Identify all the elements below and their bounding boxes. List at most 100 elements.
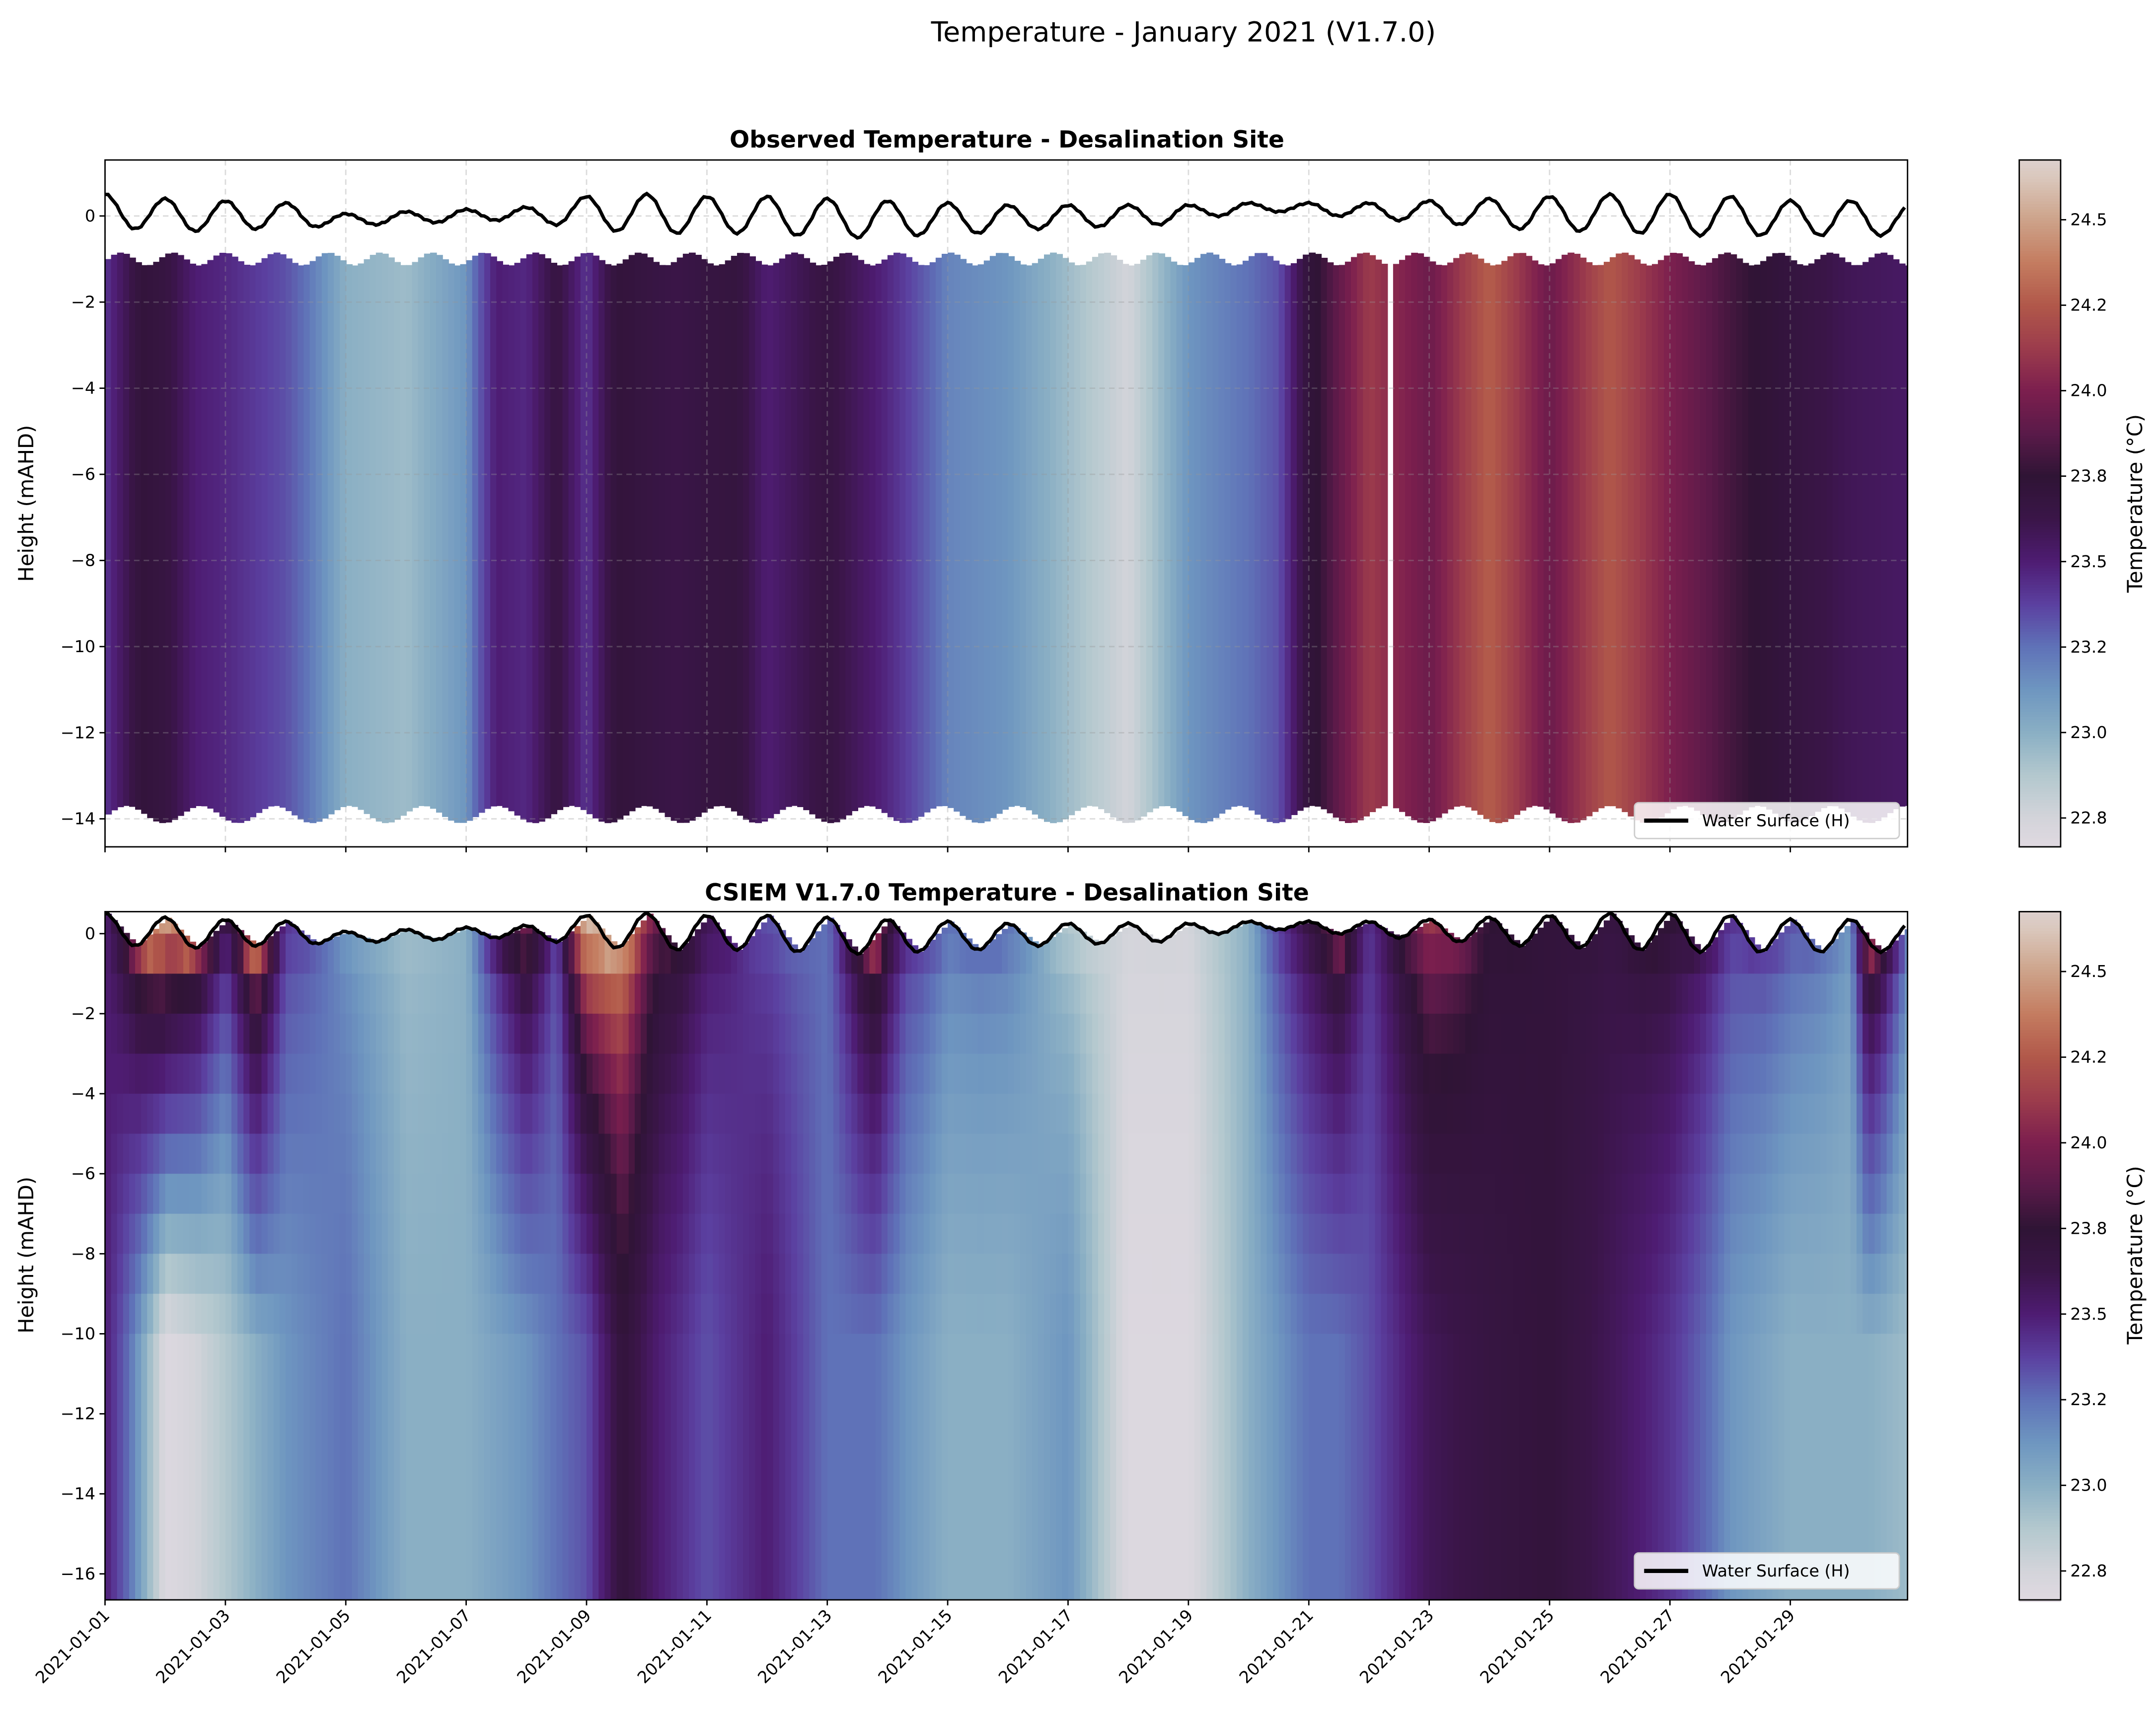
heatmap-cell xyxy=(749,1174,756,1215)
heatmap-cell xyxy=(1435,1174,1442,1215)
heatmap-cell xyxy=(375,1373,383,1415)
heatmap-cell xyxy=(496,261,503,806)
heatmap-cell xyxy=(1134,1534,1141,1575)
heatmap-cell xyxy=(165,253,172,823)
heatmap-cell xyxy=(1315,254,1322,807)
heatmap-cell xyxy=(1050,1373,1057,1415)
heatmap-cell xyxy=(105,933,112,975)
heatmap-cell xyxy=(1236,1334,1244,1375)
heatmap-cell xyxy=(665,1133,672,1175)
heatmap-cell xyxy=(321,1094,329,1135)
colorbar-segment xyxy=(2019,634,2061,638)
heatmap-cell xyxy=(749,1494,756,1535)
heatmap-cell xyxy=(333,1534,341,1575)
heatmap-cell xyxy=(1116,933,1123,975)
heatmap-cell xyxy=(1537,264,1545,807)
heatmap-cell xyxy=(707,1254,714,1295)
heatmap-cell xyxy=(1200,1334,1207,1375)
colorbar-segment xyxy=(2019,775,2061,779)
heatmap-cell xyxy=(785,1454,792,1495)
heatmap-cell xyxy=(249,1373,257,1415)
heatmap-cell xyxy=(1206,1174,1213,1215)
heatmap-cell xyxy=(532,1213,539,1255)
heatmap-cell xyxy=(213,1254,221,1295)
heatmap-cell xyxy=(941,1293,949,1335)
heatmap-cell xyxy=(1098,253,1105,810)
heatmap-cell xyxy=(1206,1254,1213,1295)
heatmap-cell xyxy=(647,1213,654,1255)
heatmap-cell xyxy=(1393,264,1400,809)
heatmap-cell xyxy=(1556,1574,1562,1600)
heatmap-cell xyxy=(207,1254,215,1295)
heatmap-cell xyxy=(111,1053,118,1095)
heatmap-cell xyxy=(381,1293,389,1335)
heatmap-cell xyxy=(1531,260,1539,806)
heatmap-cell xyxy=(135,1494,142,1535)
heatmap-cell xyxy=(593,255,599,819)
heatmap-cell xyxy=(321,1053,329,1095)
heatmap-cell xyxy=(815,931,822,935)
heatmap-cell xyxy=(1188,1534,1195,1575)
heatmap-cell xyxy=(863,1334,871,1375)
heatmap-cell xyxy=(550,1373,558,1415)
heatmap-cell xyxy=(1188,1094,1195,1135)
heatmap-cell xyxy=(1236,1133,1244,1175)
heatmap-cell xyxy=(105,1334,112,1375)
heatmap-cell xyxy=(1074,265,1081,811)
heatmap-cell xyxy=(1477,258,1485,815)
heatmap-cell xyxy=(568,261,576,806)
heatmap-cell xyxy=(135,1053,142,1095)
heatmap-cell xyxy=(1357,1174,1364,1215)
heatmap-cell xyxy=(490,1254,497,1295)
heatmap-cell xyxy=(682,1293,690,1335)
heatmap-cell xyxy=(1266,1454,1274,1495)
heatmap-cell xyxy=(562,1174,570,1215)
heatmap-cell xyxy=(983,1534,991,1575)
heatmap-cell xyxy=(1513,1454,1521,1495)
observed-colorbar: 24.524.224.023.823.523.223.022.8 xyxy=(2018,159,2107,848)
heatmap-cell xyxy=(1471,1334,1479,1375)
heatmap-cell xyxy=(966,1133,973,1175)
heatmap-cell xyxy=(917,1133,925,1175)
heatmap-cell xyxy=(1495,1373,1502,1415)
heatmap-cell xyxy=(1585,1293,1593,1335)
heatmap-cell xyxy=(538,1174,545,1215)
heatmap-cell xyxy=(785,1373,792,1415)
heatmap-cell xyxy=(899,1454,906,1495)
heatmap-cell xyxy=(586,1334,594,1375)
heatmap-cell xyxy=(207,260,215,809)
heatmap-cell xyxy=(761,1373,768,1415)
heatmap-cell xyxy=(364,1254,371,1295)
heatmap-cell xyxy=(1038,1414,1045,1455)
heatmap-cell xyxy=(273,1574,281,1600)
heatmap-cell xyxy=(1471,254,1479,811)
heatmap-cell xyxy=(327,1213,335,1255)
heatmap-cell xyxy=(520,258,527,820)
heatmap-cell xyxy=(267,1454,275,1495)
heatmap-cell xyxy=(688,1574,696,1600)
heatmap-cell xyxy=(460,264,467,823)
heatmap-cell xyxy=(1303,1013,1310,1055)
heatmap-cell xyxy=(1549,1133,1557,1175)
heatmap-cell xyxy=(653,1213,660,1255)
heatmap-cell xyxy=(737,1373,744,1415)
heatmap-cell xyxy=(1278,1373,1286,1415)
heatmap-cell xyxy=(1327,1574,1334,1600)
heatmap-cell xyxy=(803,1013,811,1055)
heatmap-cell xyxy=(1074,1094,1081,1135)
heatmap-cell xyxy=(833,1174,840,1215)
heatmap-cell xyxy=(129,1013,136,1055)
heatmap-cell xyxy=(1261,974,1268,1015)
heatmap-cell xyxy=(1062,1454,1069,1495)
heatmap-cell xyxy=(292,1574,298,1600)
heatmap-cell xyxy=(1140,1574,1147,1600)
heatmap-cell xyxy=(460,1013,467,1055)
heatmap-cell xyxy=(177,1494,184,1535)
heatmap-cell xyxy=(1351,257,1358,823)
heatmap-cell xyxy=(1411,1574,1418,1600)
heatmap-cell xyxy=(1261,1013,1268,1055)
heatmap-cell xyxy=(749,256,756,823)
heatmap-cell xyxy=(665,1454,672,1495)
heatmap-cell xyxy=(406,1133,413,1175)
heatmap-cell xyxy=(971,944,979,975)
